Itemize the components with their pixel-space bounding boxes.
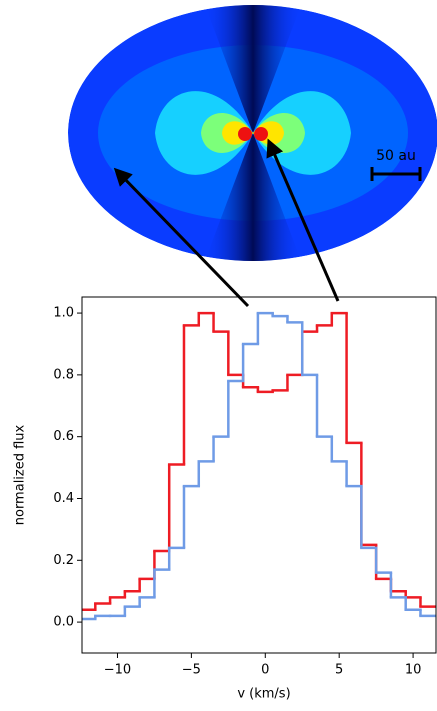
x-axis-label: v (km/s) bbox=[237, 687, 290, 702]
y-tick-label: 0.6 bbox=[53, 429, 74, 444]
x-tick-label: −5 bbox=[182, 663, 201, 678]
x-tick-label: −10 bbox=[104, 663, 131, 678]
plot bbox=[82, 311, 437, 621]
y-tick-label: 0.2 bbox=[53, 553, 74, 568]
y-tick-label: 0.4 bbox=[53, 491, 74, 506]
x-tick-label: 10 bbox=[405, 663, 422, 678]
plot-frame bbox=[81, 296, 437, 654]
scale-bar bbox=[370, 167, 422, 181]
y-tick-label: 0.8 bbox=[53, 367, 74, 382]
y-tick-label: 0.0 bbox=[53, 615, 74, 630]
scale-label: 50 au bbox=[376, 148, 416, 164]
series-group bbox=[82, 311, 437, 621]
y-tick-label: 1.0 bbox=[53, 306, 74, 321]
x-tick-label: 5 bbox=[335, 663, 343, 678]
y-axis-label: normalized flux bbox=[13, 424, 28, 525]
disk-image bbox=[68, 5, 437, 261]
x-tick-label: 0 bbox=[261, 663, 269, 678]
arrows bbox=[113, 138, 340, 308]
